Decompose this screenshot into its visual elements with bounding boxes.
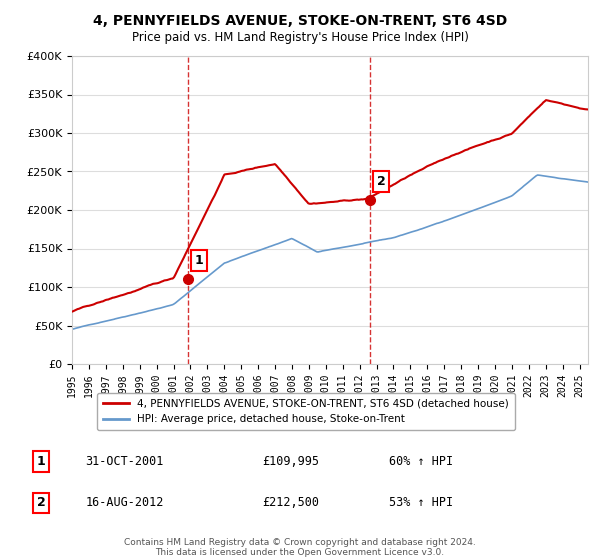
Text: 60% ↑ HPI: 60% ↑ HPI bbox=[389, 455, 453, 468]
Text: Price paid vs. HM Land Registry's House Price Index (HPI): Price paid vs. HM Land Registry's House … bbox=[131, 31, 469, 44]
Text: Contains HM Land Registry data © Crown copyright and database right 2024.
This d: Contains HM Land Registry data © Crown c… bbox=[124, 538, 476, 557]
Text: 2: 2 bbox=[37, 497, 46, 510]
Text: 16-AUG-2012: 16-AUG-2012 bbox=[85, 497, 164, 510]
Text: 2: 2 bbox=[377, 175, 386, 188]
Text: 1: 1 bbox=[194, 254, 203, 267]
Text: 31-OCT-2001: 31-OCT-2001 bbox=[85, 455, 164, 468]
Text: 1: 1 bbox=[37, 455, 46, 468]
Text: 4, PENNYFIELDS AVENUE, STOKE-ON-TRENT, ST6 4SD: 4, PENNYFIELDS AVENUE, STOKE-ON-TRENT, S… bbox=[93, 14, 507, 28]
Legend: 4, PENNYFIELDS AVENUE, STOKE-ON-TRENT, ST6 4SD (detached house), HPI: Average pr: 4, PENNYFIELDS AVENUE, STOKE-ON-TRENT, S… bbox=[97, 393, 515, 431]
Text: £109,995: £109,995 bbox=[262, 455, 319, 468]
Text: £212,500: £212,500 bbox=[262, 497, 319, 510]
Text: 53% ↑ HPI: 53% ↑ HPI bbox=[389, 497, 453, 510]
